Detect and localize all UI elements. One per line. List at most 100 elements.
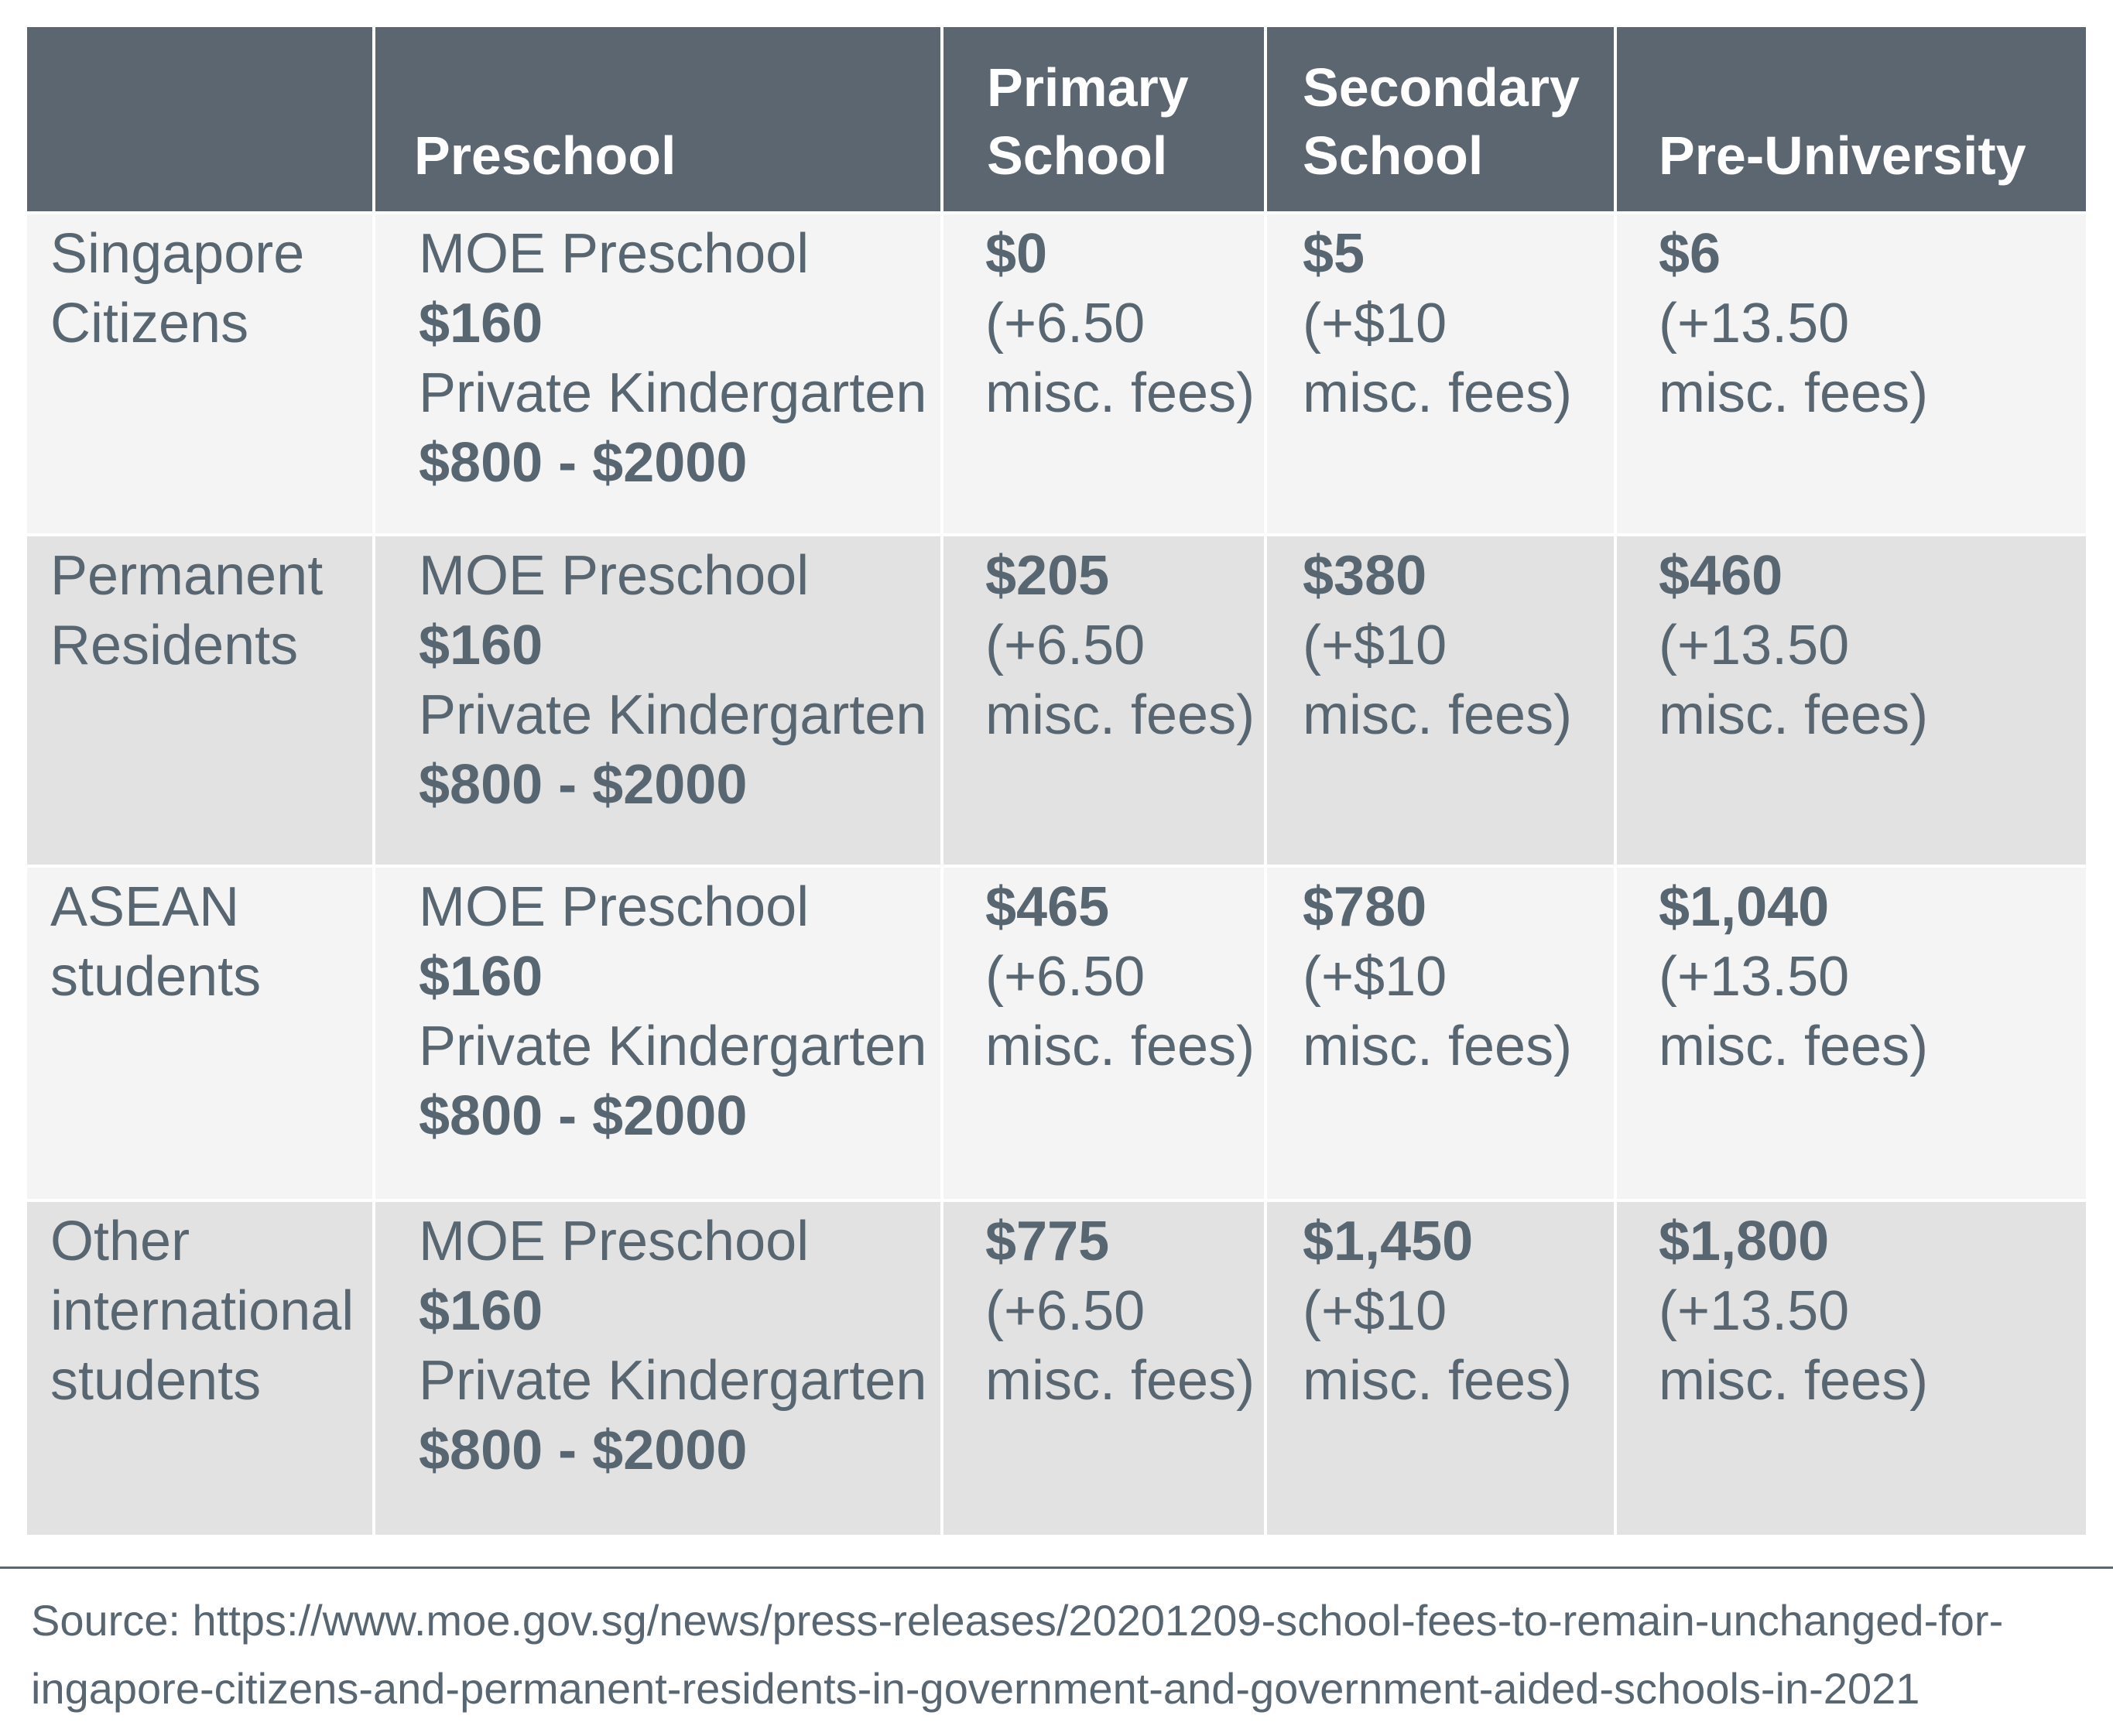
moe-preschool-label: MOE Preschool [419, 876, 810, 938]
header-pre-university: Pre-University [1614, 27, 2086, 213]
preuniversity-cell: $1,040 (+13.50 misc. fees) [1614, 865, 2086, 1200]
preschool-cell: MOE Preschool $160 Private Kindergarten … [372, 211, 942, 535]
secondary-misc-label: misc. fees) [1303, 362, 1573, 424]
primary-misc-label: misc. fees) [985, 1350, 1255, 1412]
table-row: ASEAN students MOE Preschool $160 Privat… [27, 865, 2086, 1200]
private-kindergarten-label: Private Kindergarten [419, 362, 927, 424]
category-line: Other [50, 1210, 190, 1272]
primary-misc-label: misc. fees) [985, 684, 1255, 746]
category-line: students [50, 1350, 262, 1412]
source-line-1: Source: https://www.moe.gov.sg/news/pres… [31, 1596, 2004, 1645]
header-preschool: Preschool [372, 27, 942, 213]
primary-misc-label: misc. fees) [985, 362, 1255, 424]
category-line: students [50, 946, 262, 1008]
primary-misc-fee: (+6.50 [985, 1280, 1146, 1342]
category-line: Citizens [50, 293, 249, 354]
header-secondary-line2: School [1303, 125, 1484, 186]
source-note: Source: https://www.moe.gov.sg/news/pres… [31, 1587, 2098, 1723]
header-category [27, 27, 374, 213]
private-kindergarten-fee: $800 - $2000 [419, 1419, 748, 1481]
source-line-2: ingapore-citizens-and-permanent-resident… [31, 1664, 1920, 1713]
preuniversity-cell: $1,800 (+13.50 misc. fees) [1614, 1199, 2086, 1535]
category-line: ASEAN [50, 876, 240, 938]
secondary-fee: $380 [1303, 545, 1427, 607]
header-preschool-label: Preschool [414, 125, 676, 186]
secondary-fee: $780 [1303, 876, 1427, 938]
primary-fee: $0 [985, 223, 1048, 285]
header-primary-school: Primary School [940, 27, 1265, 213]
primary-cell: $775 (+6.50 misc. fees) [940, 1199, 1265, 1535]
secondary-misc-fee: (+$10 [1303, 946, 1447, 1008]
category-line: Residents [50, 615, 299, 676]
moe-preschool-fee: $160 [419, 946, 543, 1008]
category-line: Permanent [50, 545, 324, 607]
primary-misc-label: misc. fees) [985, 1015, 1255, 1077]
private-kindergarten-fee: $800 - $2000 [419, 432, 748, 494]
row-category: Permanent Residents [27, 533, 374, 866]
private-kindergarten-fee: $800 - $2000 [419, 1085, 748, 1147]
secondary-misc-fee: (+$10 [1303, 1280, 1447, 1342]
row-category: Singapore Citizens [27, 211, 374, 535]
private-kindergarten-fee: $800 - $2000 [419, 754, 748, 816]
primary-cell: $465 (+6.50 misc. fees) [940, 865, 1265, 1200]
source-divider [0, 1567, 2113, 1569]
preuniversity-misc-fee: (+13.50 [1659, 1280, 1850, 1342]
secondary-cell: $1,450 (+$10 misc. fees) [1264, 1199, 1615, 1535]
preuniversity-misc-fee: (+13.50 [1659, 615, 1850, 676]
moe-preschool-label: MOE Preschool [419, 223, 810, 285]
row-category: ASEAN students [27, 865, 374, 1200]
preuniversity-cell: $460 (+13.50 misc. fees) [1614, 533, 2086, 866]
preuniversity-misc-label: misc. fees) [1659, 362, 1929, 424]
category-line: Singapore [50, 223, 305, 285]
header-primary-line1: Primary [987, 57, 1189, 118]
header-secondary-line1: Secondary [1303, 57, 1580, 118]
header-secondary-school: Secondary School [1264, 27, 1615, 213]
preuniversity-cell: $6 (+13.50 misc. fees) [1614, 211, 2086, 535]
moe-preschool-label: MOE Preschool [419, 545, 810, 607]
primary-misc-fee: (+6.50 [985, 946, 1146, 1008]
secondary-fee: $1,450 [1303, 1210, 1474, 1272]
preuniversity-misc-label: misc. fees) [1659, 1015, 1929, 1077]
preschool-cell: MOE Preschool $160 Private Kindergarten … [372, 865, 942, 1200]
primary-cell: $0 (+6.50 misc. fees) [940, 211, 1265, 535]
school-fees-table: Preschool Primary School Secondary Schoo… [27, 27, 2086, 1535]
category-line: international [50, 1280, 354, 1342]
primary-misc-fee: (+6.50 [985, 615, 1146, 676]
table-row: Permanent Residents MOE Preschool $160 P… [27, 533, 2086, 866]
secondary-cell: $780 (+$10 misc. fees) [1264, 865, 1615, 1200]
private-kindergarten-label: Private Kindergarten [419, 1015, 927, 1077]
secondary-cell: $5 (+$10 misc. fees) [1264, 211, 1615, 535]
private-kindergarten-label: Private Kindergarten [419, 684, 927, 746]
header-primary-line2: School [987, 125, 1168, 186]
secondary-cell: $380 (+$10 misc. fees) [1264, 533, 1615, 866]
preuniversity-misc-fee: (+13.50 [1659, 946, 1850, 1008]
row-category: Other international students [27, 1199, 374, 1535]
moe-preschool-fee: $160 [419, 615, 543, 676]
table-row: Other international students MOE Prescho… [27, 1199, 2086, 1535]
primary-fee: $465 [985, 876, 1110, 938]
secondary-misc-fee: (+$10 [1303, 293, 1447, 354]
header-row: Preschool Primary School Secondary Schoo… [27, 27, 2086, 213]
preuniversity-misc-label: misc. fees) [1659, 1350, 1929, 1412]
table-row: Singapore Citizens MOE Preschool $160 Pr… [27, 211, 2086, 535]
secondary-misc-label: misc. fees) [1303, 684, 1573, 746]
preschool-cell: MOE Preschool $160 Private Kindergarten … [372, 1199, 942, 1535]
secondary-misc-label: misc. fees) [1303, 1350, 1573, 1412]
preuniversity-fee: $1,040 [1659, 876, 1830, 938]
primary-cell: $205 (+6.50 misc. fees) [940, 533, 1265, 866]
header-preuniversity-label: Pre-University [1659, 125, 2026, 186]
preuniversity-fee: $460 [1659, 545, 1783, 607]
secondary-misc-fee: (+$10 [1303, 615, 1447, 676]
primary-misc-fee: (+6.50 [985, 293, 1146, 354]
private-kindergarten-label: Private Kindergarten [419, 1350, 927, 1412]
secondary-misc-label: misc. fees) [1303, 1015, 1573, 1077]
preuniversity-misc-label: misc. fees) [1659, 684, 1929, 746]
moe-preschool-fee: $160 [419, 293, 543, 354]
moe-preschool-label: MOE Preschool [419, 1210, 810, 1272]
secondary-fee: $5 [1303, 223, 1365, 285]
moe-preschool-fee: $160 [419, 1280, 543, 1342]
preuniversity-fee: $6 [1659, 223, 1721, 285]
primary-fee: $205 [985, 545, 1110, 607]
primary-fee: $775 [985, 1210, 1110, 1272]
preschool-cell: MOE Preschool $160 Private Kindergarten … [372, 533, 942, 866]
